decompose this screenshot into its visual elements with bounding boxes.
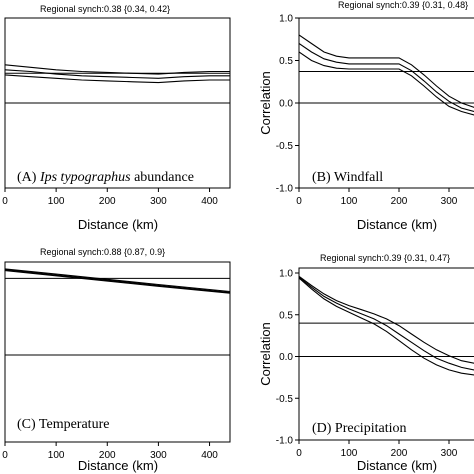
panel-d-series-line-1 — [299, 275, 474, 364]
panel-b: Regional synch:0.39 {0.31, 0.48} (B) Win… — [258, 0, 474, 232]
panel-a-label: (A) Ips typographus abundance — [17, 170, 194, 185]
panel-b-series-line-3 — [299, 51, 474, 116]
panel-b-y-ticks: 1.0 0.5 0.0 -0.5 -1.0 — [276, 14, 299, 195]
panel-c-series-line-1 — [5, 268, 230, 293]
panel-a-label-prefix: (A) — [17, 170, 40, 185]
panel-b-x-tick-label-300: 300 — [441, 196, 458, 207]
panel-d-synch-text: Regional synch:0.39 {0.31, 0.47} — [320, 253, 450, 263]
panel-b-synch-text: Regional synch:0.39 {0.31, 0.48} — [338, 0, 468, 10]
panel-d-reference-lines — [299, 322, 474, 357]
panel-d-y-axis-title: Correlation — [258, 322, 273, 386]
panel-d-y-tick-label-1.0: 1.0 — [279, 269, 293, 280]
panel-d-x-axis-title: Distance (km) — [357, 458, 437, 473]
panel-c-x-tick-label-400: 400 — [201, 450, 218, 461]
panel-b-series-line-1 — [299, 34, 474, 108]
panel-b-x-tick-label-100: 100 — [341, 196, 358, 207]
panel-c-x-tick-label-200: 200 — [99, 450, 116, 461]
panel-d-x-tick-label-100: 100 — [341, 448, 358, 459]
panel-b-series-line-2 — [299, 43, 474, 113]
panel-c-series-line-2 — [5, 269, 230, 293]
panel-d-x-ticks: 0 100 200 300 — [296, 440, 458, 459]
panel-d-series — [299, 275, 474, 376]
panel-b-reference-lines — [299, 71, 474, 104]
panel-b-y-tick-label--0.5: -0.5 — [276, 141, 294, 152]
panel-d-x-tick-label-300: 300 — [441, 448, 458, 459]
panel-c: Regional synch:0.88 {0.87, 0.9} (C) Temp… — [2, 247, 231, 473]
panel-c-synch-text: Regional synch:0.88 {0.87, 0.9} — [40, 247, 165, 257]
panel-d-plot-frame — [298, 267, 474, 441]
panel-d-y-ticks: 1.0 0.5 0.0 -0.5 -1.0 — [276, 269, 299, 447]
panel-d-y-tick-label--1.0: -1.0 — [276, 436, 294, 447]
panel-a-label-suffix: abundance — [131, 170, 194, 185]
panel-b-y-tick-label-0.5: 0.5 — [279, 56, 293, 67]
panel-b-x-ticks: 0 100 200 300 — [296, 188, 458, 207]
panel-b-label: (B) Windfall — [312, 170, 383, 185]
panel-d-x-tick-label-200: 200 — [391, 448, 408, 459]
panel-b-x-tick-label-200: 200 — [391, 196, 408, 207]
panel-b-series — [299, 34, 474, 116]
panel-a-reference-lines — [5, 72, 230, 104]
panel-d-label: (D) Precipitation — [312, 421, 406, 436]
panel-d-y-tick-label--0.5: -0.5 — [276, 394, 294, 405]
panel-c-label: (C) Temperature — [17, 417, 109, 432]
panel-a-x-tick-label-200: 200 — [99, 196, 116, 207]
panel-d: Regional synch:0.39 {0.31, 0.47} (D) Pre… — [258, 253, 474, 473]
panel-a-x-axis-title: Distance (km) — [78, 217, 158, 232]
panel-a-x-tick-label-0: 0 — [2, 196, 8, 207]
panel-c-x-axis-title: Distance (km) — [78, 458, 158, 473]
panel-b-y-tick-label--1.0: -1.0 — [276, 184, 294, 195]
panel-d-series-line-3 — [299, 277, 474, 376]
panel-a-x-tick-label-400: 400 — [201, 196, 218, 207]
panel-b-x-tick-label-0: 0 — [296, 196, 302, 207]
panel-a-label-species: Ips typographus — [39, 170, 131, 185]
panel-b-y-axis-title: Correlation — [258, 71, 273, 135]
panel-a-synch-text: Regional synch:0.38 {0.34, 0.42} — [40, 4, 170, 14]
panel-d-series-line-2 — [299, 276, 474, 371]
panel-d-x-tick-label-0: 0 — [296, 448, 302, 459]
panel-d-y-tick-label-0.5: 0.5 — [279, 310, 293, 321]
panel-c-series — [5, 268, 230, 294]
panel-a-x-tick-label-300: 300 — [150, 196, 167, 207]
panel-a-x-ticks: 0 100 200 300 400 — [2, 188, 218, 207]
panel-b-x-axis-title: Distance (km) — [357, 217, 437, 232]
panel-c-series-line-3 — [5, 270, 230, 294]
panel-c-x-tick-label-300: 300 — [150, 450, 167, 461]
panel-b-y-tick-label-0.0: 0.0 — [279, 99, 293, 110]
panel-c-reference-lines — [5, 277, 230, 356]
panel-c-plot-frame — [4, 261, 231, 443]
panel-a-x-tick-label-100: 100 — [48, 196, 65, 207]
panel-c-x-tick-label-100: 100 — [48, 450, 65, 461]
panel-a: Regional synch:0.38 {0.34, 0.42} (A) Ips… — [2, 4, 231, 232]
panel-c-x-ticks: 0 100 200 300 400 — [2, 442, 218, 461]
panel-a-series-line-3 — [5, 74, 230, 84]
panel-b-y-tick-label-1.0: 1.0 — [279, 14, 293, 25]
panel-c-x-tick-label-0: 0 — [2, 450, 8, 461]
panel-d-y-tick-label-0.0: 0.0 — [279, 352, 293, 363]
